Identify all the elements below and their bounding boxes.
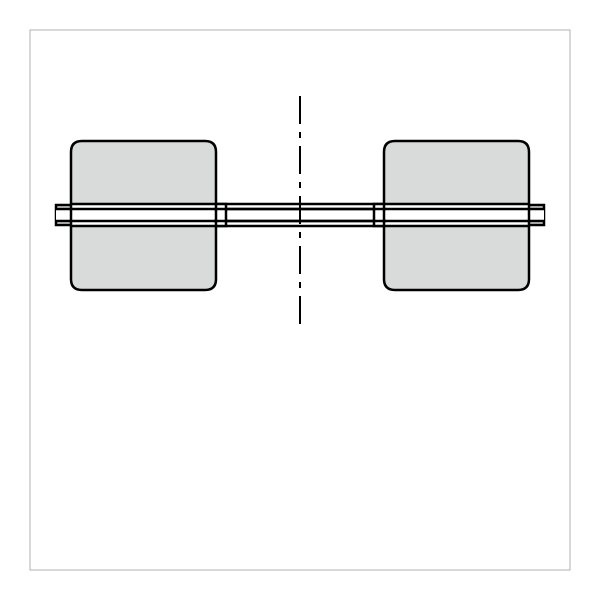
outer-race-right-top: [384, 141, 529, 204]
bearing-cross-section-diagram: [0, 0, 600, 600]
outer-race-right-bottom: [384, 226, 529, 290]
outer-race-left-top: [71, 141, 216, 204]
outer-race-left-bottom: [71, 226, 216, 290]
inner-tab-right: [374, 204, 384, 226]
inner-tab-left: [216, 204, 226, 226]
